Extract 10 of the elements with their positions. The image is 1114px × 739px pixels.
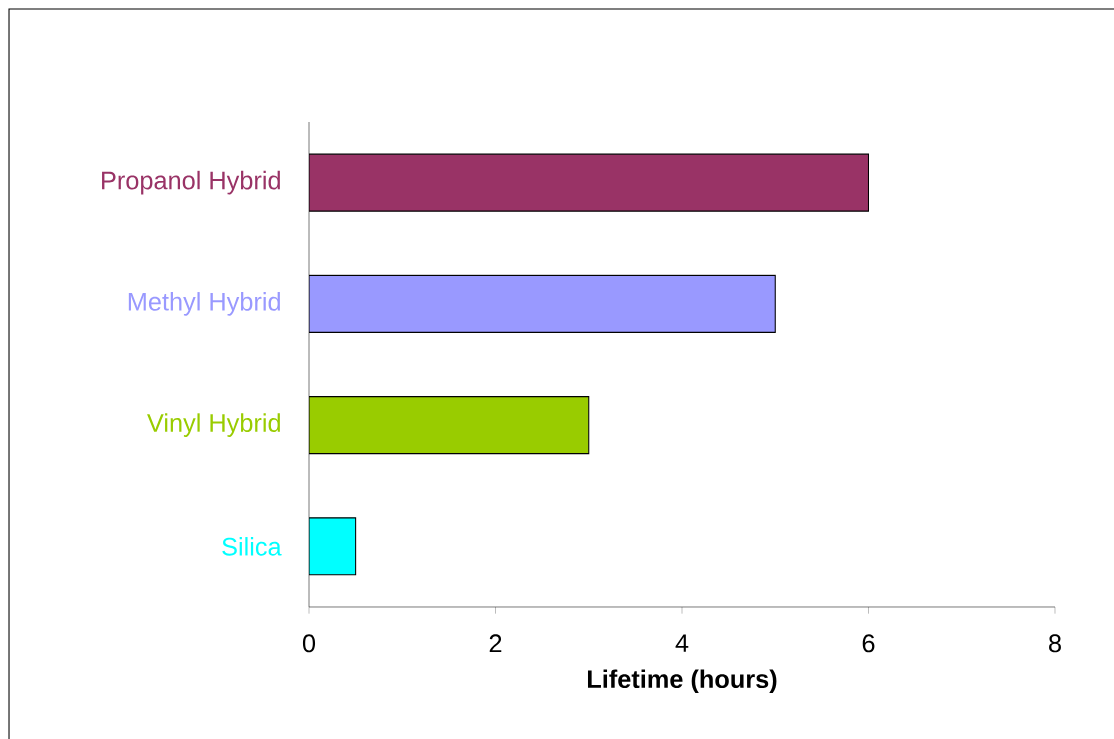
x-axis-title: Lifetime (hours) [587,669,777,694]
y-tick-label: Methyl Hybrid [128,292,280,316]
y-tick-label: Silica [222,537,282,556]
x-tick-label: 6 [862,634,875,653]
y-tick-label: Vinyl Hybrid [147,413,280,437]
x-tick-label: 2 [489,634,502,653]
x-tick-label: 0 [302,634,316,653]
x-tick-label: 4 [675,634,689,652]
x-tick-label: 8 [1049,634,1061,653]
y-tick-label: Propanol Hybrid [102,170,280,195]
